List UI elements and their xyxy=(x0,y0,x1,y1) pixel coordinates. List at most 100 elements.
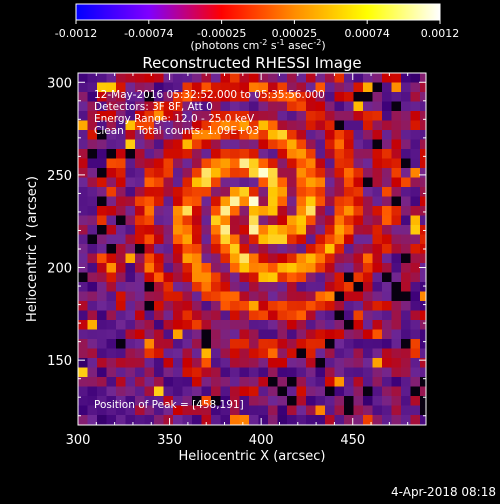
heatmap-cell xyxy=(287,348,298,359)
heatmap-cell xyxy=(268,301,279,312)
heatmap-cell xyxy=(87,320,98,331)
heatmap-cell xyxy=(211,320,222,331)
heatmap-cell xyxy=(125,215,136,226)
heatmap-cell xyxy=(192,73,203,84)
heatmap-cell xyxy=(230,405,241,416)
heatmap-cell xyxy=(78,377,89,388)
heatmap-cell xyxy=(78,339,89,350)
heatmap-cell xyxy=(287,101,298,112)
heatmap-cell xyxy=(144,301,155,312)
heatmap-cell xyxy=(173,82,184,93)
heatmap-cell xyxy=(116,168,127,179)
heatmap-cell xyxy=(382,206,393,217)
heatmap-cell xyxy=(353,263,364,274)
heatmap-cell xyxy=(116,339,127,350)
heatmap-cell xyxy=(173,139,184,150)
heatmap-cell xyxy=(277,415,288,425)
heatmap-cell xyxy=(325,329,336,340)
heatmap-cell xyxy=(268,358,279,369)
heatmap-cell xyxy=(163,396,174,407)
heatmap-cell xyxy=(372,196,383,207)
heatmap-cell xyxy=(173,253,184,264)
heatmap-cell xyxy=(334,263,345,274)
heatmap-cell xyxy=(135,253,146,264)
heatmap-cell xyxy=(277,82,288,93)
heatmap-cell xyxy=(353,82,364,93)
heatmap-cell xyxy=(306,272,317,283)
heatmap-cell xyxy=(353,168,364,179)
heatmap-cell xyxy=(249,168,260,179)
heatmap-cell xyxy=(163,367,174,378)
heatmap-cell xyxy=(192,215,203,226)
heatmap-cell xyxy=(192,149,203,160)
heatmap-cell xyxy=(201,120,212,131)
heatmap-cell xyxy=(144,168,155,179)
heatmap-cell xyxy=(325,187,336,198)
heatmap-cell xyxy=(268,73,279,84)
heatmap-cell xyxy=(211,101,222,112)
heatmap-cell xyxy=(296,320,307,331)
heatmap-cell xyxy=(334,158,345,169)
heatmap-cell xyxy=(372,187,383,198)
heatmap-cell xyxy=(211,272,222,283)
heatmap-cell xyxy=(106,329,117,340)
heatmap-cell xyxy=(192,244,203,255)
heatmap-cell xyxy=(344,386,355,397)
heatmap-cell xyxy=(249,329,260,340)
heatmap-cell xyxy=(211,120,222,131)
heatmap-cell xyxy=(116,101,127,112)
heatmap-cell xyxy=(182,415,193,425)
heatmap-cell xyxy=(372,73,383,84)
heatmap-cell xyxy=(287,130,298,141)
heatmap-cell xyxy=(382,120,393,131)
heatmap-cell xyxy=(325,215,336,226)
heatmap-cell xyxy=(144,149,155,160)
heatmap-cell xyxy=(315,215,326,226)
heatmap-cell xyxy=(344,73,355,84)
heatmap-cell xyxy=(410,320,421,331)
heatmap-cell xyxy=(211,348,222,359)
heatmap-cell xyxy=(363,405,374,416)
heatmap-cell xyxy=(420,73,426,84)
heatmap-cell xyxy=(268,244,279,255)
heatmap-cell xyxy=(78,73,89,84)
heatmap-cell xyxy=(201,282,212,293)
heatmap-cell xyxy=(125,320,136,331)
heatmap-cell xyxy=(144,244,155,255)
heatmap-cell xyxy=(182,329,193,340)
heatmap-cell xyxy=(410,396,421,407)
heatmap-cell xyxy=(106,386,117,397)
heatmap-cell xyxy=(420,82,426,93)
heatmap-cell xyxy=(410,139,421,150)
heatmap-cell xyxy=(391,101,402,112)
heatmap-cell xyxy=(239,139,250,150)
heatmap-cell xyxy=(249,130,260,141)
heatmap-cell xyxy=(334,149,345,160)
heatmap-cell xyxy=(173,101,184,112)
heatmap-cell xyxy=(125,244,136,255)
heatmap-cell xyxy=(363,177,374,188)
heatmap-cell xyxy=(268,253,279,264)
heatmap-cell xyxy=(401,130,412,141)
colorbar-tick-label: 0.00025 xyxy=(272,27,318,40)
heatmap-cell xyxy=(163,139,174,150)
heatmap-cell xyxy=(125,329,136,340)
annotation-total-counts: Clean Total counts: 1.09E+03 xyxy=(94,125,259,137)
heatmap-cell xyxy=(201,158,212,169)
heatmap-cell xyxy=(97,253,108,264)
heatmap-cell xyxy=(410,424,421,425)
heatmap-cell xyxy=(268,339,279,350)
heatmap-cell xyxy=(173,206,184,217)
heatmap-cell xyxy=(325,263,336,274)
heatmap-cell xyxy=(401,329,412,340)
heatmap-cell xyxy=(154,168,165,179)
heatmap-cell xyxy=(277,92,288,103)
heatmap-cell xyxy=(363,111,374,122)
heatmap-cell xyxy=(78,405,89,416)
heatmap-cell xyxy=(135,196,146,207)
heatmap-cell xyxy=(173,415,184,425)
heatmap-cell xyxy=(287,386,298,397)
heatmap-cell xyxy=(287,215,298,226)
heatmap-cell xyxy=(287,320,298,331)
heatmap-cell xyxy=(125,424,136,425)
